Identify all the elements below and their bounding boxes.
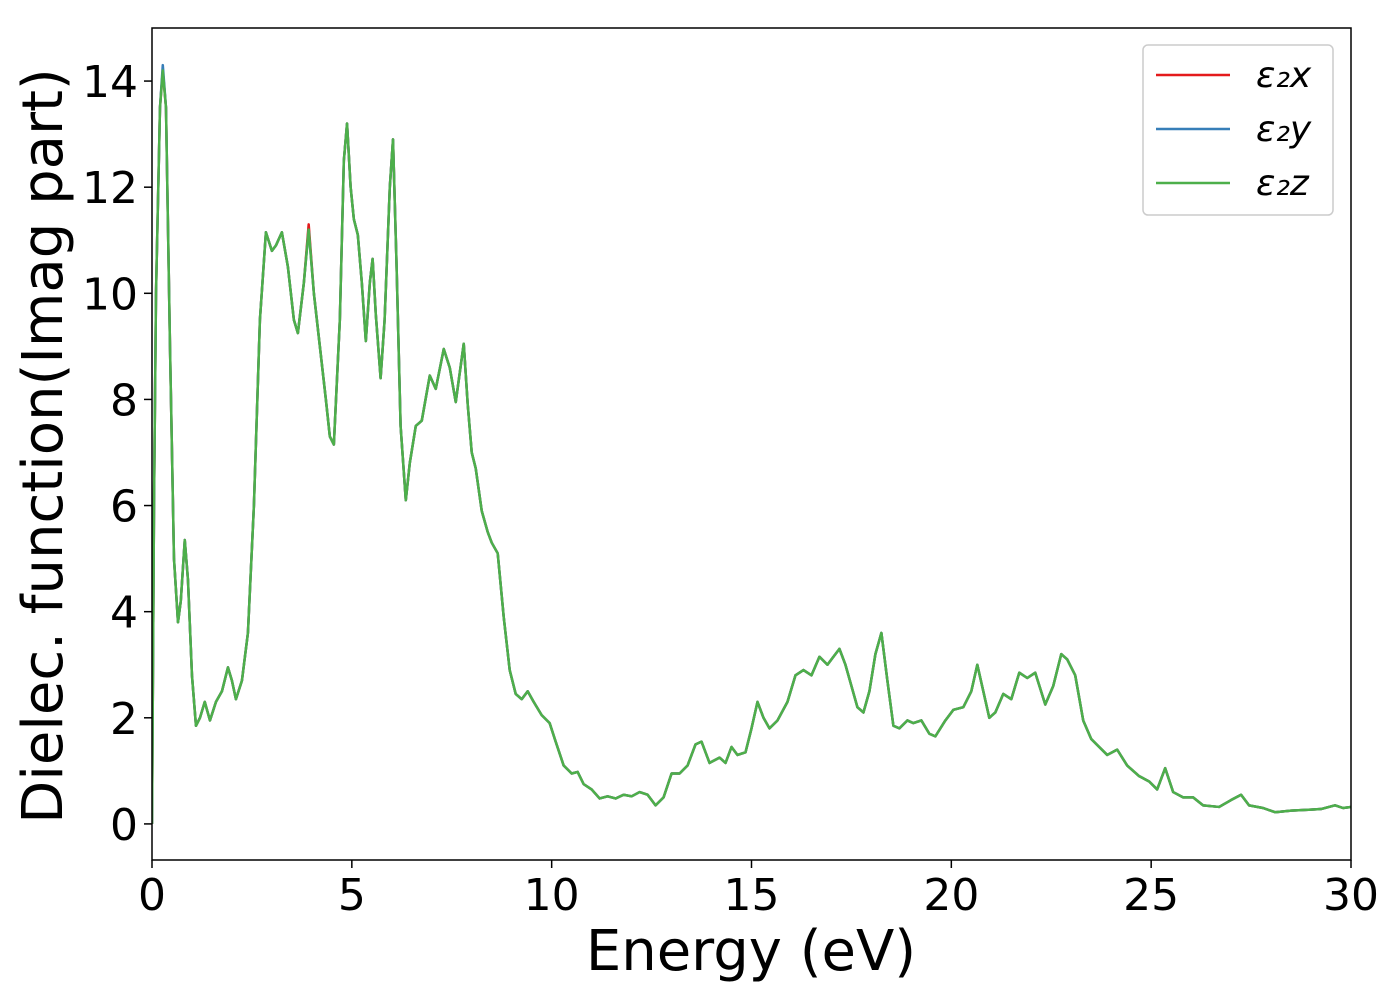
legend-label: ε₂z: [1256, 163, 1310, 204]
legend-label: ε₂x: [1256, 55, 1312, 96]
x-tick-label: 5: [338, 870, 366, 921]
legend-label: ε₂y: [1256, 109, 1312, 150]
x-tick-label: 25: [1123, 870, 1179, 921]
y-tick-label: 8: [110, 375, 138, 426]
x-tick-label: 20: [923, 870, 979, 921]
plot-frame: [151, 27, 1352, 861]
data-line: [152, 69, 1351, 824]
y-tick-label: 6: [110, 482, 138, 533]
y-tick-label: 12: [82, 163, 138, 214]
x-tick-label: 15: [724, 870, 780, 921]
x-tick-label: 0: [138, 870, 166, 921]
x-tick-label: 30: [1323, 870, 1379, 921]
y-tick-label: 2: [110, 694, 138, 745]
x-tick-label: 10: [524, 870, 580, 921]
x-axis-label: Energy (eV): [586, 919, 916, 984]
y-tick-label: 14: [82, 57, 138, 108]
y-tick-label: 10: [82, 269, 138, 320]
y-axis-label: Dielec. function(Imag part): [11, 68, 76, 824]
legend-box: [1142, 44, 1334, 216]
y-tick-label: 4: [110, 588, 138, 639]
y-tick-label: 0: [110, 800, 138, 851]
